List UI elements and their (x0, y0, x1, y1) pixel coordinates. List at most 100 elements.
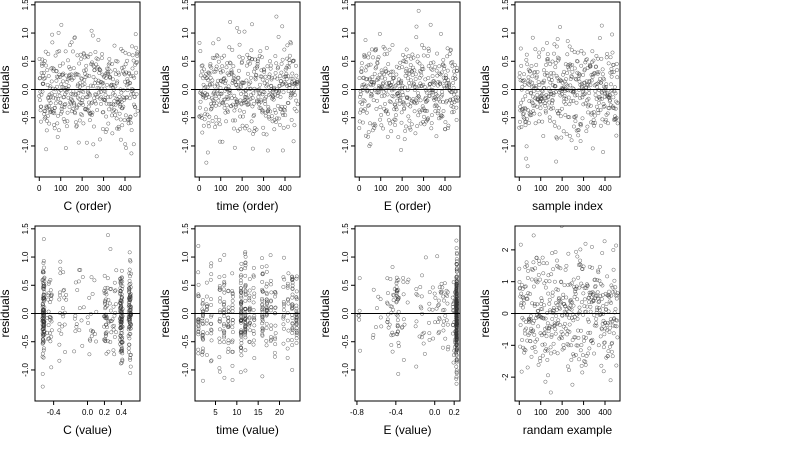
data-point (609, 74, 614, 79)
data-point (74, 324, 79, 329)
data-point (404, 124, 408, 129)
data-point (130, 53, 135, 58)
data-point (294, 303, 299, 308)
data-point (532, 302, 537, 307)
data-point (87, 100, 91, 105)
data-point (286, 301, 291, 306)
data-point (111, 304, 116, 309)
data-point (201, 322, 206, 326)
data-point (421, 341, 426, 346)
data-point (440, 285, 445, 290)
data-point (584, 286, 589, 291)
data-point (525, 164, 530, 169)
data-point (127, 342, 132, 347)
data-point (611, 95, 616, 100)
data-point (592, 113, 597, 118)
data-point (41, 280, 45, 285)
data-point (434, 68, 439, 73)
data-point (582, 80, 587, 85)
data-point (37, 98, 42, 103)
data-point (206, 124, 211, 129)
data-point (368, 121, 372, 126)
data-point (373, 48, 378, 53)
data-point (405, 76, 410, 81)
data-point (128, 81, 133, 86)
data-point (236, 75, 241, 80)
data-point (552, 279, 557, 284)
data-point (576, 263, 581, 267)
data-point (586, 331, 591, 335)
data-point (394, 107, 399, 112)
data-point (62, 295, 67, 300)
data-point (607, 330, 612, 334)
data-point (243, 284, 248, 289)
data-point (263, 74, 268, 79)
data-point (415, 293, 420, 298)
data-point (133, 112, 138, 117)
data-point (577, 285, 582, 290)
panel-1: 0 100 200 300 400-1.0-0.50.00.51.01.5C (orde… (0, 0, 141, 213)
data-point (562, 96, 567, 101)
data-point (132, 94, 137, 99)
data-point (69, 40, 74, 45)
data-point (200, 307, 205, 312)
data-point (294, 274, 299, 279)
data-point (109, 104, 114, 109)
data-point (544, 62, 549, 67)
data-point (402, 137, 407, 142)
data-point (362, 99, 367, 104)
data-point (550, 293, 555, 298)
data-point (89, 334, 94, 339)
data-point (371, 287, 376, 292)
data-point (200, 334, 205, 338)
x-axis-label: E (order) (384, 199, 431, 213)
data-point (594, 64, 598, 69)
data-point (596, 111, 601, 116)
data-point (520, 305, 525, 310)
data-point (386, 118, 391, 123)
data-point (292, 93, 297, 97)
data-point (108, 247, 113, 251)
data-point (85, 315, 90, 320)
data-point (133, 32, 138, 37)
data-point (294, 109, 299, 114)
data-point (269, 282, 273, 287)
data-point (80, 83, 85, 88)
data-point (96, 57, 100, 62)
x-tick-label: 0.0 (82, 408, 94, 417)
data-point (264, 339, 269, 343)
data-point (523, 348, 528, 353)
data-point (401, 100, 406, 105)
data-point (414, 292, 419, 296)
data-point (553, 123, 558, 128)
data-point (255, 59, 260, 64)
data-point (247, 315, 252, 320)
data-point (529, 64, 534, 69)
data-point (388, 304, 393, 309)
data-point (106, 121, 111, 126)
data-point (264, 132, 269, 137)
data-point (369, 47, 374, 52)
data-point (405, 300, 410, 305)
data-point (58, 290, 62, 295)
data-point (365, 88, 370, 93)
data-point (72, 35, 77, 40)
data-point (217, 319, 222, 323)
data-point (430, 285, 435, 290)
data-point (133, 45, 138, 50)
data-point (39, 119, 43, 124)
data-point (389, 310, 394, 315)
data-point (73, 111, 78, 116)
data-point (196, 244, 201, 248)
data-point (280, 110, 285, 115)
data-point (135, 50, 140, 55)
data-point (273, 71, 278, 75)
data-point (447, 52, 452, 56)
data-point (294, 328, 299, 333)
data-point (607, 344, 612, 349)
data-point (247, 339, 252, 344)
data-point (539, 315, 544, 320)
data-point (109, 102, 114, 106)
data-point (242, 109, 247, 114)
data-point (615, 68, 619, 73)
